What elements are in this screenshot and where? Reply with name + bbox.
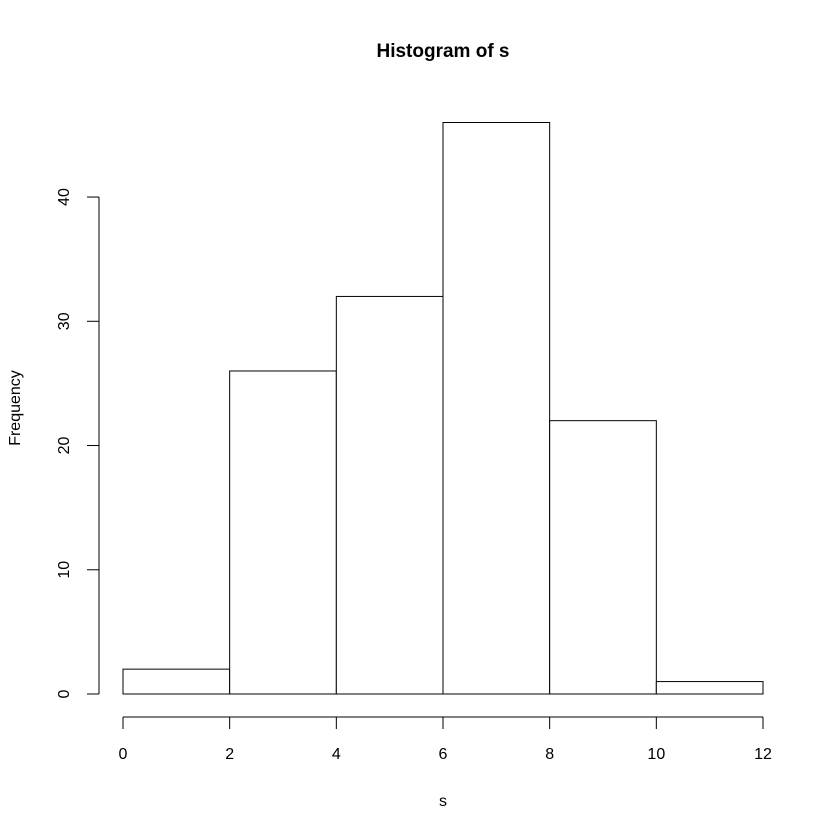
chart-title: Histogram of s <box>376 41 509 62</box>
y-tick-label: 30 <box>56 312 73 330</box>
x-tick-label: 12 <box>754 746 772 763</box>
bar <box>122 668 231 695</box>
x-axis-title: s <box>439 793 447 810</box>
bar <box>442 122 551 695</box>
y-tick-label: 20 <box>56 437 73 455</box>
x-tick-label: 10 <box>647 746 665 763</box>
x-tick-label: 4 <box>332 746 341 763</box>
x-tick-label: 0 <box>119 746 128 763</box>
x-tick-label: 8 <box>545 746 554 763</box>
y-tick-label: 0 <box>56 689 73 698</box>
x-tick-label: 6 <box>439 746 448 763</box>
x-tick-label: 2 <box>225 746 234 763</box>
bar <box>549 420 657 695</box>
y-tick-label: 40 <box>56 188 73 206</box>
y-tick-label: 10 <box>56 561 73 579</box>
y-axis-title: Frequency <box>7 370 24 446</box>
bar <box>229 370 337 695</box>
bar <box>655 681 764 695</box>
bar <box>335 295 444 695</box>
